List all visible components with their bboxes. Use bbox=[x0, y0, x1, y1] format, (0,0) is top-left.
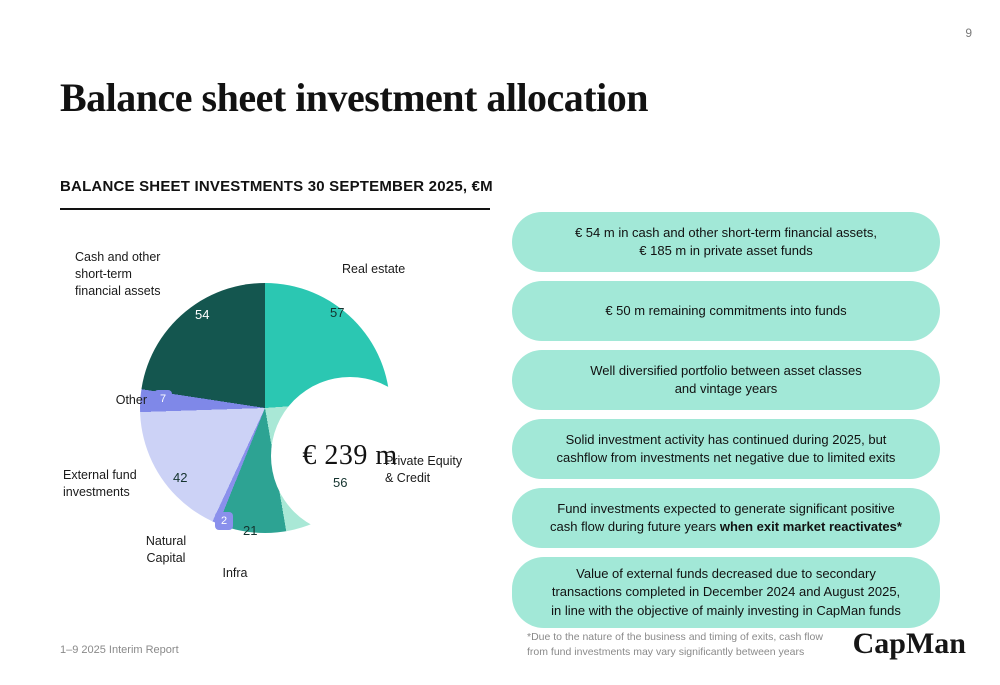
segment-label-other: Other bbox=[115, 393, 147, 407]
segment-value-infra: 21 bbox=[243, 523, 258, 538]
segment-value-natural-capital-chip: 2 bbox=[215, 512, 233, 530]
highlight-card-diversification: Well diversified portfolio between asset… bbox=[512, 350, 940, 410]
highlight-card-activity: Solid investment activity has continued … bbox=[512, 419, 940, 479]
card-line: € 185 m in private asset funds bbox=[639, 243, 813, 258]
highlight-card-commitments: € 50 m remaining commitments into funds bbox=[512, 281, 940, 341]
segment-label-natural-capital: Natural Capital bbox=[145, 534, 187, 565]
card-line: € 50 m remaining commitments into funds bbox=[605, 302, 847, 318]
heading-underline bbox=[60, 208, 490, 210]
card-line: in line with the objective of mainly inv… bbox=[551, 602, 901, 618]
footnote: *Due to the nature of the business and t… bbox=[527, 630, 847, 659]
chart-heading: BALANCE SHEET INVESTMENTS 30 SEPTEMBER 2… bbox=[60, 178, 493, 195]
segment-value-private-equity: 56 bbox=[333, 475, 348, 490]
segment-label-cash: Cash and other short-term financial asse… bbox=[75, 250, 161, 298]
page-number: 9 bbox=[965, 26, 972, 40]
donut-ring: € 239 m bbox=[140, 283, 429, 535]
page-title: Balance sheet investment allocation bbox=[60, 75, 649, 120]
footnote-line: from fund investments may vary significa… bbox=[527, 645, 805, 658]
card-line-bold: when exit market reactivates* bbox=[719, 519, 902, 534]
card-line: transactions completed in December 2024 … bbox=[551, 584, 901, 600]
highlight-cards: € 54 m in cash and other short-term fina… bbox=[512, 212, 940, 629]
card-line: Fund investments expected to generate si… bbox=[557, 500, 895, 516]
card-line: cashflow from investments net negative d… bbox=[556, 450, 896, 465]
segment-label-infra: Infra bbox=[222, 566, 248, 580]
highlight-card-external-funds: Value of external funds decreased due to… bbox=[512, 557, 940, 629]
segment-value-cash: 54 bbox=[195, 307, 210, 322]
card-line: Solid investment activity has continued … bbox=[565, 431, 887, 447]
card-line: and vintage years bbox=[674, 381, 778, 396]
footnote-line: *Due to the nature of the business and t… bbox=[527, 631, 823, 643]
segment-value-real-estate: 57 bbox=[330, 305, 345, 320]
donut-center-total: € 239 m bbox=[302, 440, 398, 471]
segment-value-other-chip: 7 bbox=[154, 390, 172, 408]
report-label: 1–9 2025 Interim Report bbox=[60, 644, 179, 656]
highlight-card-cashflow: Fund investments expected to generate si… bbox=[512, 488, 940, 548]
highlight-card-cash: € 54 m in cash and other short-term fina… bbox=[512, 212, 940, 272]
card-line: cash flow during future years when exit … bbox=[550, 518, 902, 536]
card-line-text: cash flow during future years bbox=[550, 519, 720, 534]
card-line: Value of external funds decreased due to… bbox=[576, 566, 876, 581]
donut-chart: € 239 m Cash and other short-term financ… bbox=[55, 235, 505, 595]
capman-logo: CapMan bbox=[852, 627, 966, 660]
card-line: € 54 m in cash and other short-term fina… bbox=[574, 224, 878, 240]
segment-label-private-equity: Private Equity & Credit bbox=[385, 454, 463, 485]
segment-label-external-funds: External fund investments bbox=[63, 468, 137, 499]
card-line: Well diversified portfolio between asset… bbox=[590, 362, 862, 378]
donut-hole: € 239 m bbox=[271, 377, 429, 535]
segment-value-external-funds: 42 bbox=[173, 470, 188, 485]
segment-label-real-estate: Real estate bbox=[342, 262, 406, 276]
